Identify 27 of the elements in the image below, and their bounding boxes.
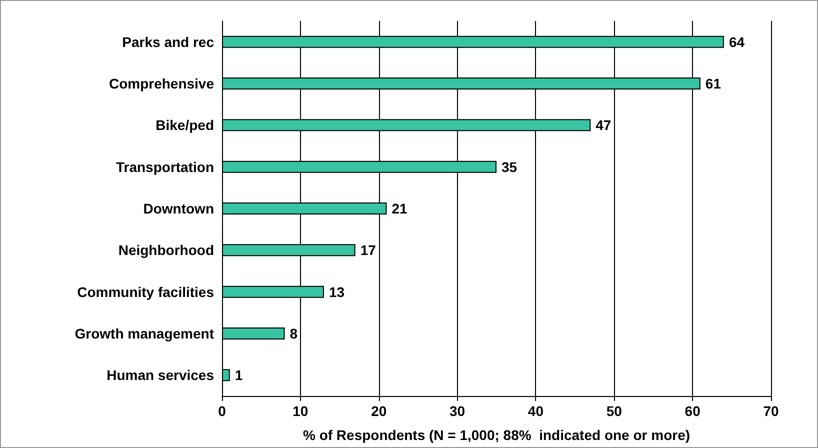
y-tick-label: Human services [106, 367, 214, 384]
y-tick-label: Transportation [116, 158, 214, 175]
data-label: 17 [360, 242, 376, 258]
y-tick-label: Community facilities [77, 284, 214, 300]
y-tick-label: Comprehensive [108, 76, 214, 92]
data-label: 13 [328, 284, 345, 300]
data-label: 8 [290, 326, 298, 342]
x-tick-label: 70 [763, 403, 779, 419]
data-label: 1 [234, 367, 243, 384]
y-tick-label: Parks and rec [122, 34, 214, 50]
x-tick-label: 60 [684, 403, 701, 419]
x-tick-label: 20 [371, 403, 387, 419]
data-label: 47 [596, 117, 612, 134]
x-axis-title: % of Respondents (N = 1,000; 88% indicated one or more) [302, 427, 690, 443]
data-label: 64 [728, 34, 745, 50]
x-tick-label: 30 [449, 403, 466, 419]
data-label: 61 [705, 76, 722, 92]
y-tick-label: Growth management [74, 326, 214, 342]
y-tick-label: Neighborhood [118, 242, 214, 258]
data-label: 35 [502, 158, 518, 175]
y-tick-label: Downtown [143, 200, 214, 216]
x-tick-label: 40 [528, 403, 544, 419]
y-tick-label: Bike/ped [156, 117, 214, 134]
x-tick-label: 10 [292, 403, 308, 419]
x-tick-label: 50 [606, 403, 622, 419]
data-label: 21 [392, 200, 408, 216]
x-tick-label: 0 [218, 403, 226, 419]
